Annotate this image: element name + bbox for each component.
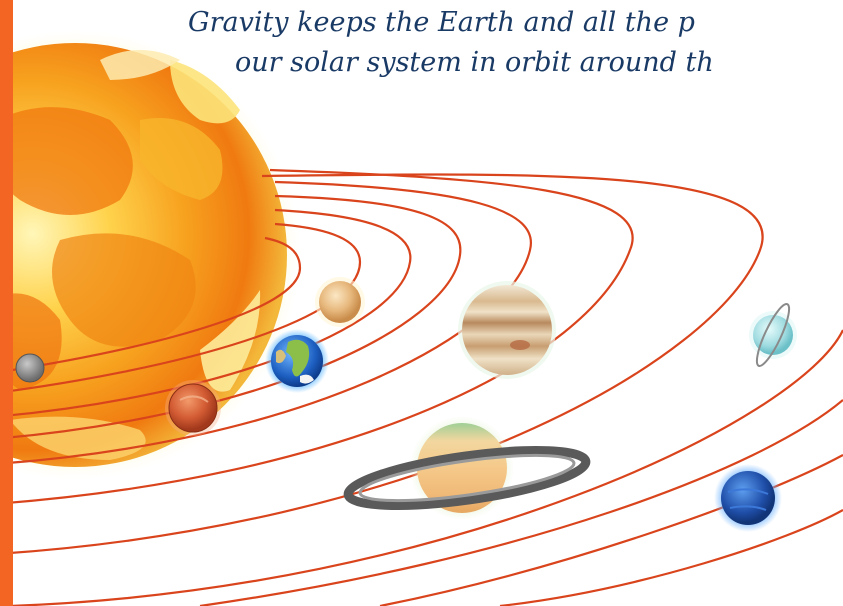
earth-planet (265, 329, 329, 393)
accent-bar (0, 0, 13, 606)
neptune-planet (714, 464, 782, 532)
mercury-planet (15, 353, 45, 383)
saturn-planet (343, 416, 591, 520)
uranus-planet (749, 303, 797, 367)
mars-planet (165, 380, 221, 436)
sun-illustration (0, 30, 300, 480)
venus-planet (315, 277, 365, 327)
jupiter-planet (458, 281, 556, 379)
